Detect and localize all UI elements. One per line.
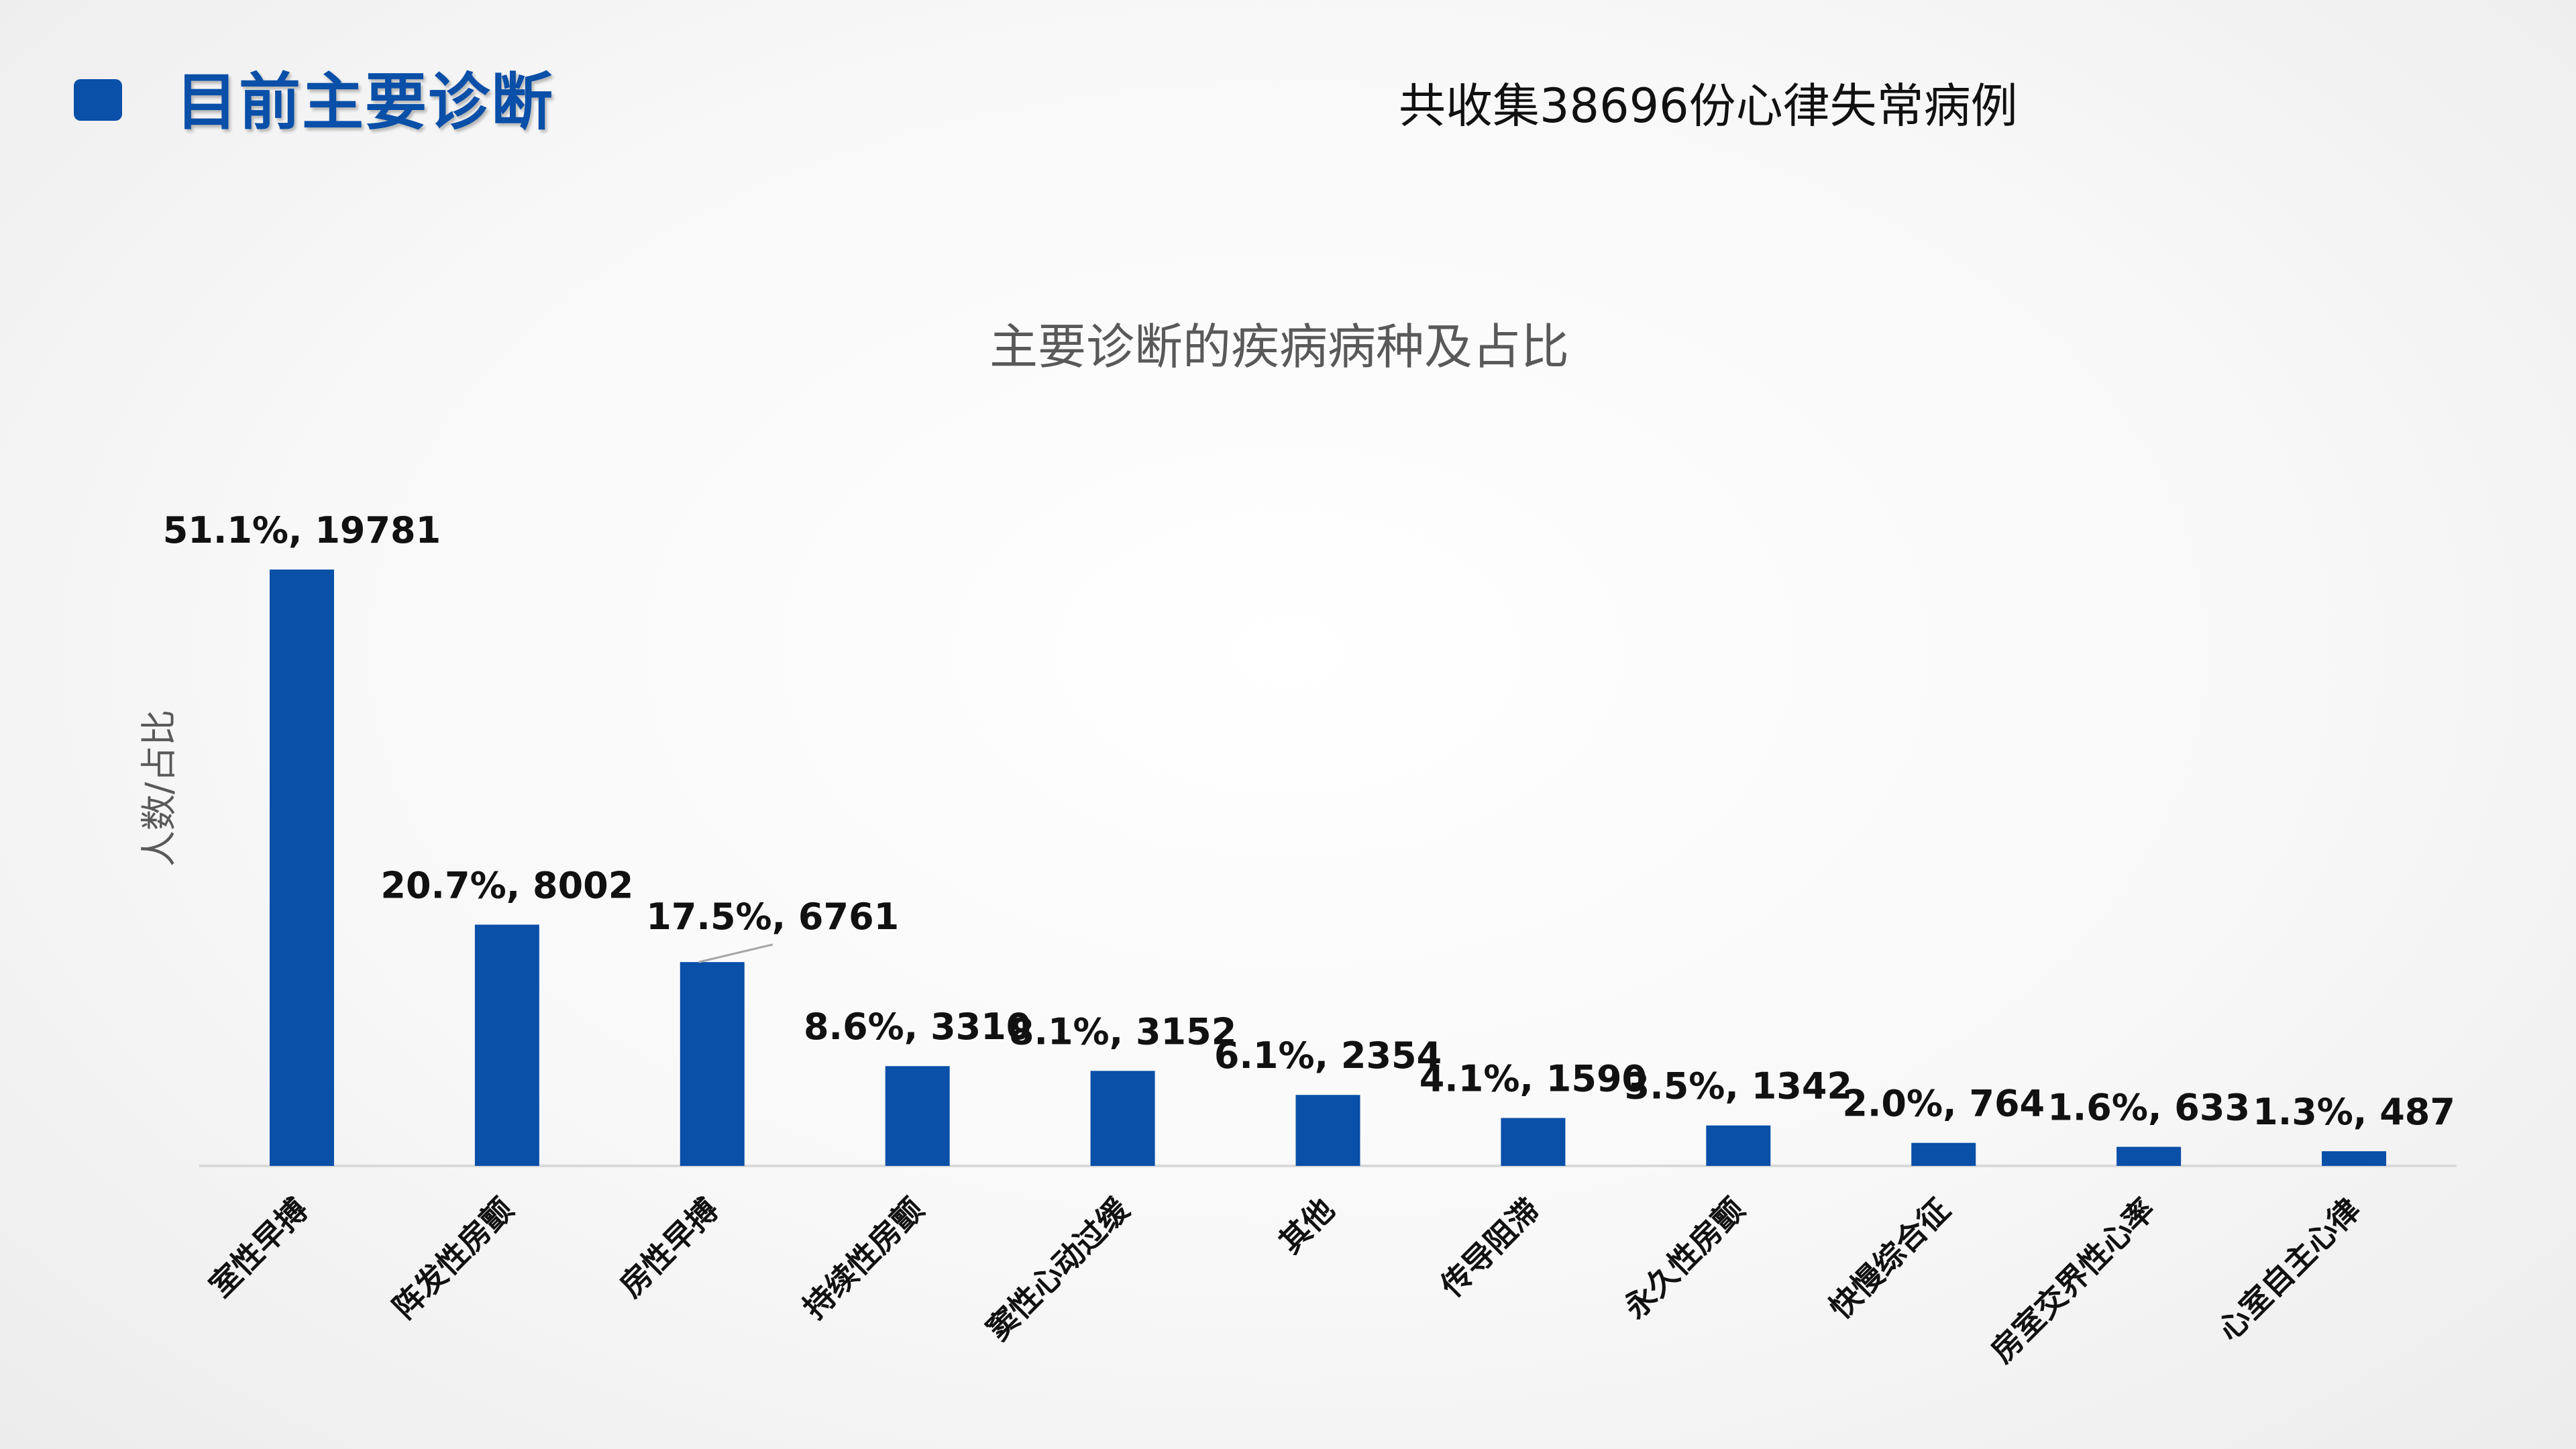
bar — [474, 924, 539, 1166]
data-label: 2.0%, 764 — [1842, 1083, 2045, 1125]
data-label: 1.3%, 487 — [2253, 1091, 2455, 1133]
bar — [1706, 1125, 1771, 1166]
category-label: 窦性心动过缓 — [979, 1191, 1136, 1348]
category-label: 其他 — [1272, 1191, 1341, 1260]
chart-title: 主要诊断的疾病病种及占比 — [989, 319, 1570, 375]
data-label: 8.6%, 3310 — [804, 1006, 1031, 1048]
bar — [269, 570, 334, 1166]
category-label: 持续性房颤 — [796, 1191, 931, 1326]
category-label: 永久性房颤 — [1617, 1191, 1752, 1326]
data-label: 8.1%, 3152 — [1009, 1010, 1236, 1053]
title-marker-square — [74, 79, 122, 121]
data-label: 20.7%, 8002 — [380, 864, 633, 906]
data-label: 3.5%, 1342 — [1625, 1065, 1852, 1108]
category-label: 房室交界性心率 — [1984, 1191, 2162, 1370]
category-label: 室性早搏 — [202, 1191, 315, 1304]
category-label: 传导阻滞 — [1433, 1191, 1546, 1305]
bar — [2116, 1146, 2182, 1166]
bar — [680, 962, 745, 1166]
data-label: 17.5%, 6761 — [646, 896, 899, 938]
bar — [1295, 1095, 1360, 1166]
bar — [885, 1066, 950, 1166]
data-label: 4.1%, 1590 — [1419, 1058, 1647, 1100]
bar — [2322, 1151, 2387, 1166]
bar — [1090, 1071, 1155, 1166]
category-label: 房性早搏 — [612, 1191, 725, 1304]
bar — [1911, 1142, 1976, 1166]
bar — [1501, 1118, 1566, 1166]
case-count-subtitle: 共收集38696份心律失常病例 — [1399, 78, 2018, 133]
page-title: 目前主要诊断 — [176, 66, 555, 138]
label-leader-line — [698, 943, 773, 963]
data-label: 51.1%, 19781 — [163, 509, 441, 551]
data-label: 6.1%, 2354 — [1214, 1034, 1442, 1077]
data-label: 1.6%, 633 — [2047, 1087, 2250, 1129]
category-label: 心室自主心律 — [2210, 1191, 2367, 1348]
category-label: 阵发性房颤 — [386, 1191, 521, 1326]
category-label: 快慢综合征 — [1822, 1191, 1957, 1326]
